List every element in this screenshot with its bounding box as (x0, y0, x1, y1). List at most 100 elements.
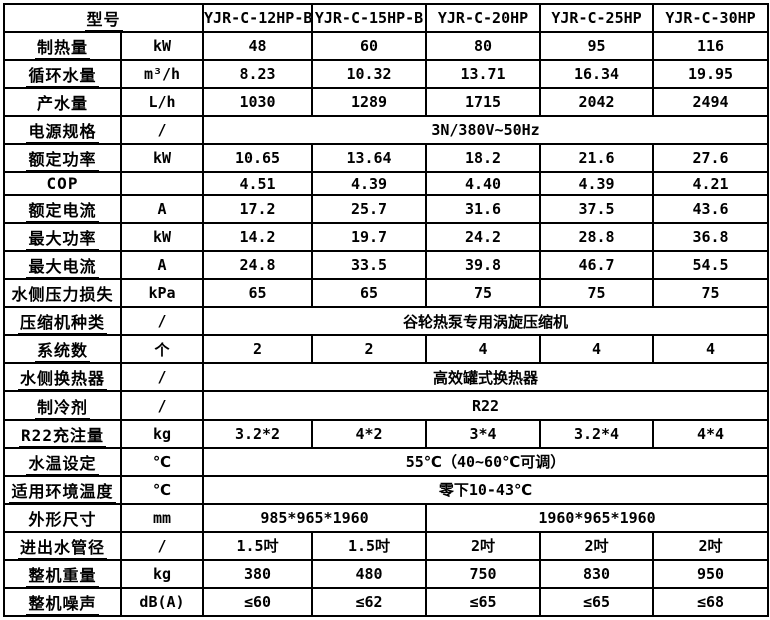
cell-value: 4*2 (311, 418, 428, 449)
row-unit: kW (119, 222, 205, 253)
cell-value: 3.2*2 (202, 418, 314, 449)
table-row-rated-power: 额定功率 kW 10.65 13.64 18.2 21.6 27.6 (3, 143, 770, 174)
cell-value: 1715 (425, 87, 542, 118)
cell-value: 19.7 (311, 222, 428, 253)
row-label-cell: 制冷剂 (3, 390, 122, 421)
cell-value: 750 (425, 558, 542, 589)
row-label-cell: COP (3, 171, 122, 197)
cell-value: ≤65 (425, 586, 542, 618)
cell-value: ≤60 (202, 586, 314, 618)
row-unit: / (119, 390, 205, 421)
cell-value: 18.2 (425, 143, 542, 174)
row-unit: mm (119, 502, 205, 533)
row-label: 最大功率 (26, 229, 99, 252)
cell-value: ≤65 (539, 586, 655, 618)
cell-value-span: 高效罐式换热器 (202, 362, 770, 393)
cell-value: 95 (539, 31, 655, 62)
table-row-power-supply: 电源规格 / 3N/380V~50Hz (3, 115, 770, 146)
cell-value: 4.51 (202, 171, 314, 197)
table-row-heating-capacity: 制热量 kW 48 60 80 95 116 (3, 31, 770, 62)
row-unit: A (119, 250, 205, 281)
row-label-cell: 最大功率 (3, 222, 122, 253)
cell-value: 27.6 (652, 143, 770, 174)
row-label: 外形尺寸 (28, 509, 97, 529)
cell-value: 4.39 (539, 171, 655, 197)
table-row-noise-level: 整机噪声 dB(A) ≤60 ≤62 ≤65 ≤65 ≤68 (3, 586, 770, 618)
row-label: 循环水量 (26, 66, 99, 89)
cell-value-span: 985*965*1960 (202, 502, 428, 533)
cell-value-span: R22 (202, 390, 770, 421)
cell-value: 36.8 (652, 222, 770, 253)
row-unit: L/h (119, 87, 205, 118)
cell-value: 3*4 (425, 418, 542, 449)
table-row-max-power: 最大功率 kW 14.2 19.7 24.2 28.8 36.8 (3, 222, 770, 253)
cell-value: 8.23 (202, 59, 314, 90)
cell-value: 33.5 (311, 250, 428, 281)
cell-value: 4.40 (425, 171, 542, 197)
cell-value: 2吋 (425, 530, 542, 561)
cell-value: 1030 (202, 87, 314, 118)
row-label: R22充注量 (19, 425, 106, 448)
row-label-cell: 制热量 (3, 31, 122, 62)
cell-value: 380 (202, 558, 314, 589)
model-header: YJR-C-12HP-B (202, 2, 314, 34)
cell-value: 10.32 (311, 59, 428, 90)
cell-value: 60 (311, 31, 428, 62)
row-label-cell: 整机重量 (3, 558, 122, 589)
row-label: 水侧换热器 (17, 369, 107, 392)
cell-value: 24.8 (202, 250, 314, 281)
cell-value: 3.2*4 (539, 418, 655, 449)
row-label: 整机重量 (26, 565, 99, 588)
row-unit: A (119, 194, 205, 225)
table-row-refrigerant: 制冷剂 / R22 (3, 390, 770, 421)
model-header: YJR-C-30HP (652, 2, 770, 34)
table-row-water-flow: 循环水量 m³/h 8.23 10.32 13.71 16.34 19.95 (3, 59, 770, 90)
row-label: 压缩机种类 (17, 313, 107, 336)
row-unit: / (119, 306, 205, 337)
cell-value: 46.7 (539, 250, 655, 281)
table-row-cop: COP 4.51 4.39 4.40 4.39 4.21 (3, 171, 770, 197)
row-label: 额定功率 (26, 150, 99, 173)
cell-value: 65 (311, 278, 428, 309)
row-label-cell: 进出水管径 (3, 530, 122, 561)
cell-value: 13.71 (425, 59, 542, 90)
cell-value: 25.7 (311, 194, 428, 225)
row-label: 水侧压力损失 (11, 285, 114, 305)
row-unit: kg (119, 558, 205, 589)
row-label-cell: R22充注量 (3, 418, 122, 449)
cell-value: 116 (652, 31, 770, 62)
row-unit: / (119, 362, 205, 393)
cell-value: 17.2 (202, 194, 314, 225)
model-label: 型号 (84, 10, 123, 33)
row-unit: kPa (119, 278, 205, 309)
row-label: 适用环境温度 (9, 481, 116, 504)
row-unit: dB(A) (119, 586, 205, 618)
table-row-water-production: 产水量 L/h 1030 1289 1715 2042 2494 (3, 87, 770, 118)
row-label: COP (46, 174, 79, 194)
cell-value: 28.8 (539, 222, 655, 253)
cell-value-span: 零下10-43℃ (202, 474, 770, 505)
cell-value: 48 (202, 31, 314, 62)
row-unit: / (119, 115, 205, 146)
cell-value: 1.5吋 (311, 530, 428, 561)
row-label-cell: 压缩机种类 (3, 306, 122, 337)
cell-value: 75 (539, 278, 655, 309)
cell-value: 4.39 (311, 171, 428, 197)
row-unit: ℃ (119, 446, 205, 477)
row-label: 电源规格 (26, 122, 99, 145)
cell-value: 13.64 (311, 143, 428, 174)
row-label-cell: 外形尺寸 (3, 502, 122, 533)
cell-value: ≤62 (311, 586, 428, 618)
table-row-rated-current: 额定电流 A 17.2 25.7 31.6 37.5 43.6 (3, 194, 770, 225)
cell-value: 37.5 (539, 194, 655, 225)
cell-value: 4.21 (652, 171, 770, 197)
cell-value-span: 谷轮热泵专用涡旋压缩机 (202, 306, 770, 337)
row-unit (119, 171, 205, 197)
table-row-pipe-diameter: 进出水管径 / 1.5吋 1.5吋 2吋 2吋 2吋 (3, 530, 770, 561)
row-label: 水温设定 (26, 453, 99, 476)
cell-value: 480 (311, 558, 428, 589)
row-unit: kW (119, 31, 205, 62)
row-unit: kW (119, 143, 205, 174)
cell-value-span: 1960*965*1960 (425, 502, 770, 533)
